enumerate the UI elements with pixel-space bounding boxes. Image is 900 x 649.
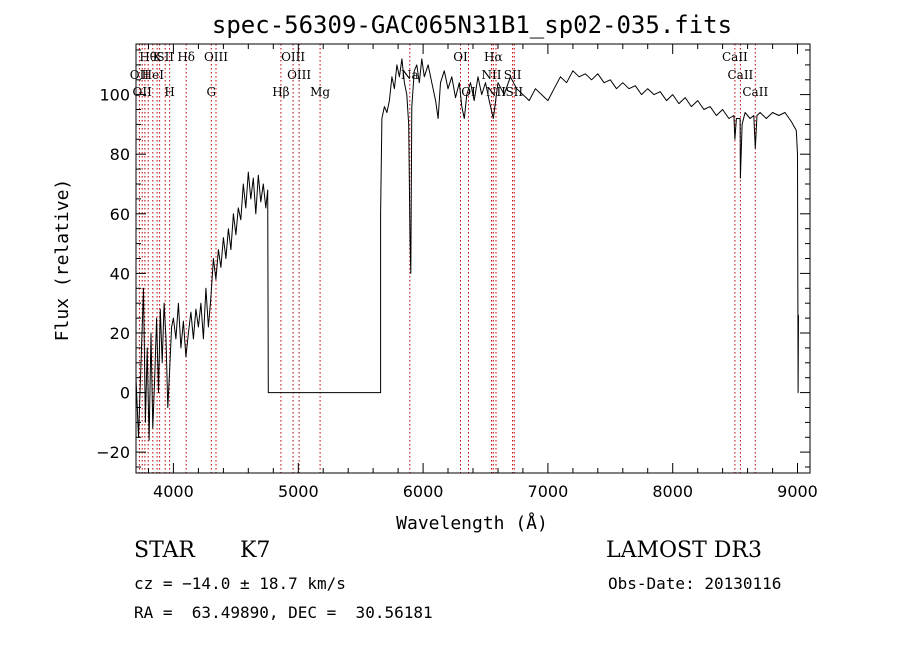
line-label-1-1: HeI — [142, 68, 165, 82]
x-tick-label-1: 5000 — [278, 482, 319, 501]
x-tick-label-2: 6000 — [403, 482, 444, 501]
series-layer — [135, 58, 799, 441]
line-label-0-5: OI — [453, 50, 468, 64]
line-label-1-0: OII — [130, 68, 150, 82]
line-label-1-6: NII — [482, 68, 502, 82]
x-tick-label-0: 4000 — [153, 482, 194, 501]
coordinates-text: RA = 63.49890, DEC = 30.56181 — [134, 603, 433, 622]
line-label-1-4: OIII — [287, 68, 311, 82]
line-label-0-1: K — [153, 50, 163, 64]
redshift-text: cz = −14.0 ± 18.7 km/s — [134, 574, 346, 593]
spectral-line-markers — [138, 44, 756, 473]
line-label-2-2: H — [164, 85, 174, 99]
line-label-1-7: CaII — [727, 68, 753, 82]
y-tick-label-5: 80 — [110, 145, 130, 164]
line-label-0-2: Hδ — [177, 50, 195, 64]
object-subclass: K7 — [240, 538, 271, 563]
line-label-0-7: SII — [156, 50, 174, 64]
line-label-0-3: OIII — [204, 50, 228, 64]
line-label-2-9: CaII — [742, 85, 768, 99]
line-label-0-4: OIII — [281, 50, 305, 64]
y-tick-label-2: 20 — [110, 324, 130, 343]
line-label-0-6: Hα — [484, 50, 503, 64]
x-tick-label-5: 9000 — [777, 482, 818, 501]
object-class: STAR — [134, 538, 195, 563]
chart-title: spec-56309-GAC065N31B1_sp02-035.fits — [212, 11, 732, 39]
obs-date: Obs-Date: 20130116 — [608, 574, 782, 593]
plot-frame — [135, 43, 811, 474]
line-label-2-8: SII — [505, 85, 523, 99]
y-tick-label-3: 40 — [110, 264, 130, 283]
line-label-2-6: OI — [461, 85, 476, 99]
y-tick-label-6: 100 — [99, 86, 130, 105]
x-axis-label: Wavelength (Å) — [396, 512, 548, 534]
survey-name: LAMOST DR3 — [606, 538, 762, 563]
y-tick-label-4: 60 — [110, 205, 130, 224]
x-tick-label-4: 8000 — [652, 482, 693, 501]
x-tick-label-3: 7000 — [528, 482, 569, 501]
line-label-2-4: Hβ — [272, 85, 289, 99]
y-tick-label-0: −20 — [96, 443, 130, 462]
line-label-0-8: CaII — [722, 50, 748, 64]
line-label-2-0: OII — [133, 85, 153, 99]
line-label-1-2: SII — [504, 68, 522, 82]
y-tick-label-1: 0 — [120, 384, 130, 403]
line-label-2-3: G — [207, 85, 217, 99]
y-axis-label: Flux (relative) — [52, 179, 73, 342]
axes: 4000 5000 6000 7000 8000 9000 −20 0 20 40 60 80 100 — [96, 43, 818, 501]
series-flux — [135, 58, 799, 441]
line-label-0-0: Hθ — [139, 50, 157, 64]
line-label-2-5: Mg — [310, 85, 330, 99]
